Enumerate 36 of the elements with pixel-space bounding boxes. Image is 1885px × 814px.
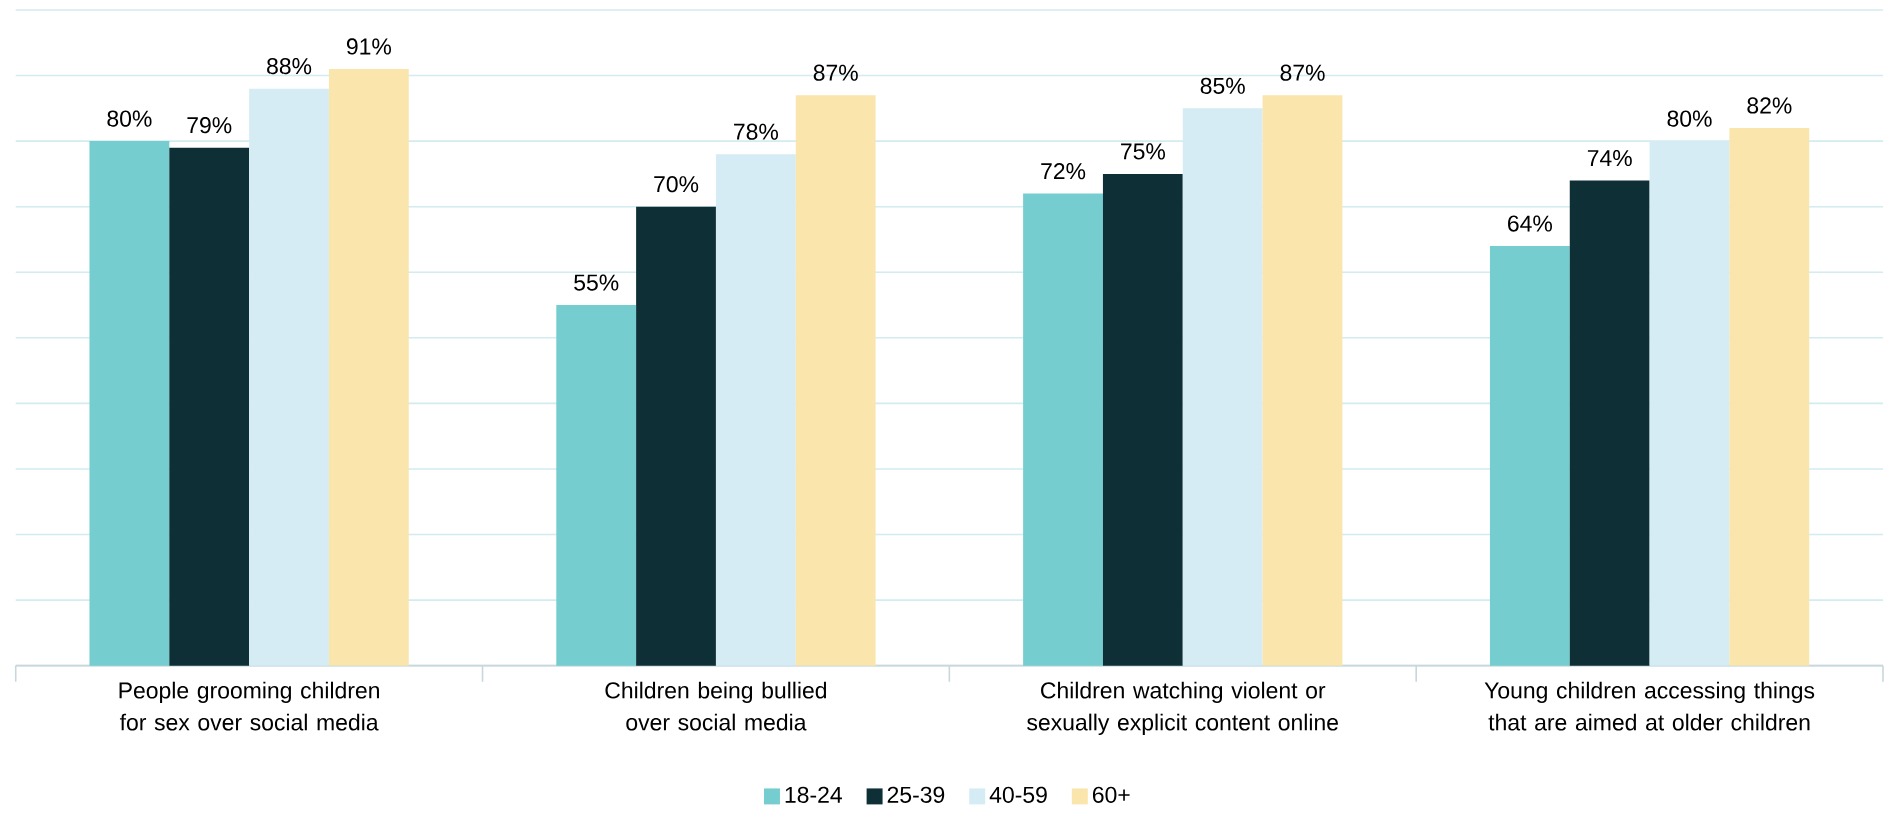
legend-label: 25-39 <box>887 786 945 803</box>
bar <box>636 206 716 666</box>
bar <box>1102 173 1183 666</box>
legend-label: 60+ <box>1092 786 1130 803</box>
data-label: 80% <box>1667 110 1712 127</box>
x-tick-label: Children being bullied over social media <box>605 681 827 731</box>
data-label: 78% <box>734 123 779 140</box>
bar <box>1729 127 1810 666</box>
data-label: 87% <box>813 64 858 81</box>
bar <box>1489 245 1570 666</box>
legend-label: 40-59 <box>989 786 1047 803</box>
data-label: 82% <box>1747 97 1792 114</box>
data-label: 74% <box>1587 149 1632 167</box>
bar <box>795 95 876 666</box>
x-tick-label: People grooming children for sex over social media <box>119 681 379 731</box>
x-tick-label: Young children accessing things that are aimed at older children <box>1484 681 1815 731</box>
bar <box>1569 180 1650 666</box>
data-label: 87% <box>1280 64 1325 81</box>
bar <box>169 147 250 666</box>
bar <box>328 68 409 666</box>
data-label: 70% <box>654 175 699 193</box>
data-label: 80% <box>107 110 152 127</box>
x-tick-label: Children watching violent or sexually explicit content online <box>1027 681 1338 735</box>
data-label: 75% <box>1121 143 1166 160</box>
bar <box>556 304 637 666</box>
data-label: 55% <box>574 274 619 291</box>
bar <box>1023 193 1103 666</box>
data-label: 85% <box>1200 77 1245 94</box>
legend-label: 18-24 <box>785 786 842 803</box>
bar <box>1262 95 1343 666</box>
data-label: 91% <box>346 38 392 55</box>
data-label: 88% <box>267 57 312 75</box>
data-label: 64% <box>1508 215 1553 232</box>
data-label: 72% <box>1041 162 1086 180</box>
bar <box>89 141 170 666</box>
data-label: 79% <box>187 116 232 134</box>
